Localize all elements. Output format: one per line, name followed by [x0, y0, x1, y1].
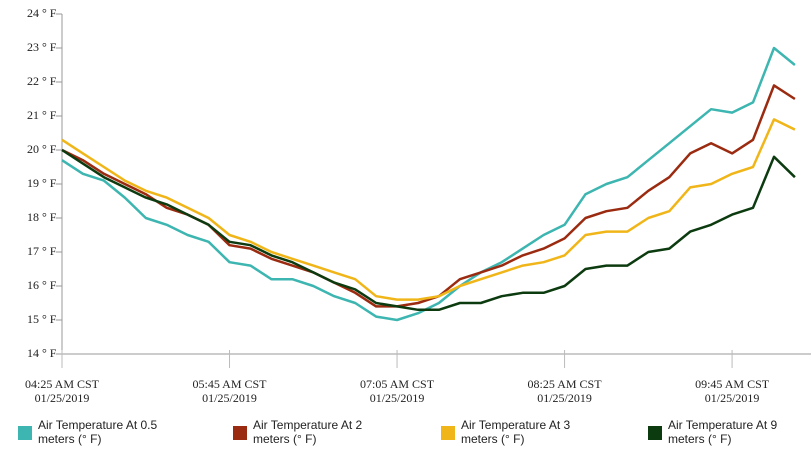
y-tick-label: 16 ° F: [27, 278, 57, 292]
y-tick-label: 20 ° F: [27, 142, 57, 156]
x-tick-label: 04:25 AM CST 01/25/2019: [24, 377, 99, 405]
x-tick-label: 07:05 AM CST 01/25/2019: [360, 377, 435, 405]
x-tick-label: 09:45 AM CST 01/25/2019: [695, 377, 770, 405]
legend-item: Air Temperature At 2 meters (° F): [233, 418, 393, 446]
y-tick-label: 22 ° F: [27, 74, 57, 88]
series-line: [61, 84, 796, 308]
legend-swatch: [441, 426, 455, 440]
legend-item: Air Temperature At 9 meters (° F): [648, 418, 808, 446]
legend-label: Air Temperature At 9 meters (° F): [668, 418, 778, 446]
x-tick-label: 08:25 AM CST 01/25/2019: [527, 377, 602, 405]
legend-swatch: [18, 426, 32, 440]
legend-item: Air Temperature At 3 meters (° F): [441, 418, 601, 446]
y-tick-label: 21 ° F: [27, 108, 57, 122]
y-tick-label: 14 ° F: [27, 346, 57, 360]
series-line: [61, 46, 796, 322]
legend-item: Air Temperature At 0.5 meters (° F): [18, 418, 178, 446]
series-line: [61, 118, 796, 301]
legend-label: Air Temperature At 3 meters (° F): [461, 418, 571, 446]
y-tick-label: 23 ° F: [27, 40, 57, 54]
y-tick-label: 18 ° F: [27, 210, 57, 224]
y-tick-label: 15 ° F: [27, 312, 57, 326]
legend-label: Air Temperature At 2 meters (° F): [253, 418, 363, 446]
legend-label: Air Temperature At 0.5 meters (° F): [38, 418, 158, 446]
x-tick-label: 05:45 AM CST 01/25/2019: [192, 377, 267, 405]
legend-swatch: [648, 426, 662, 440]
series-line: [61, 148, 796, 312]
y-tick-label: 19 ° F: [27, 176, 57, 190]
y-tick-label: 24 ° F: [27, 6, 57, 20]
y-tick-label: 17 ° F: [27, 244, 57, 258]
legend-swatch: [233, 426, 247, 440]
